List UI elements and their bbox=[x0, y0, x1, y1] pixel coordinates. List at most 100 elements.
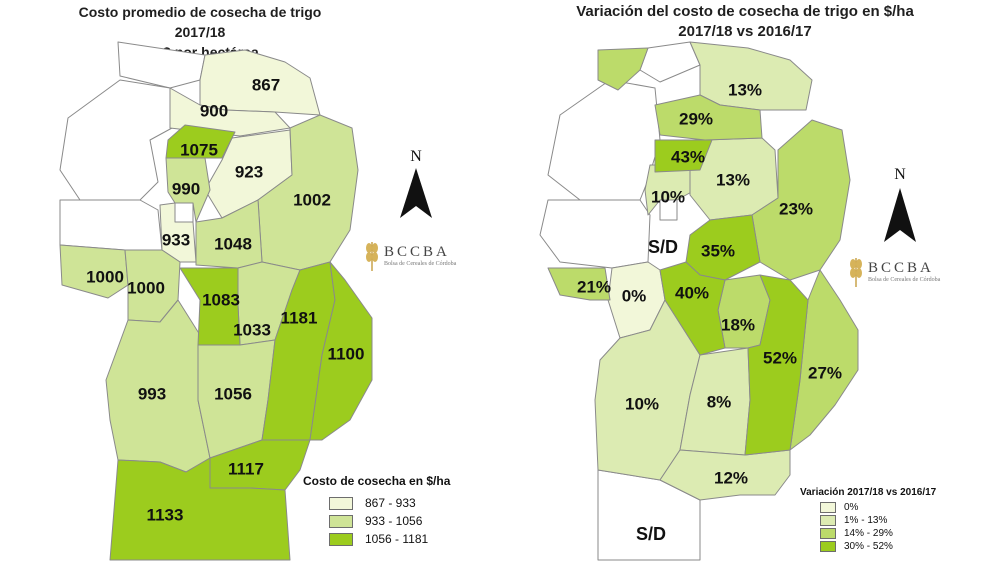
left-label-900: 900 bbox=[200, 101, 228, 120]
right-region-nw-strip bbox=[597, 47, 649, 91]
right-map-title-line1: Variación del costo de cosecha de trigo … bbox=[576, 3, 914, 20]
north-arrow-left: N bbox=[398, 148, 434, 227]
left-region-1100 bbox=[309, 261, 373, 441]
legend-label: 30% - 52% bbox=[844, 541, 893, 552]
right-region-13-north bbox=[689, 41, 813, 111]
legend-swatch bbox=[329, 532, 353, 546]
right-label-43: 43% bbox=[671, 147, 705, 166]
left-region-nw-3 bbox=[59, 199, 163, 251]
right-label-52: 52% bbox=[763, 348, 797, 367]
right-region-52 bbox=[744, 274, 809, 456]
logo-subtitle: Bolsa de Cereales de Córdoba bbox=[868, 276, 941, 283]
left-label-1181: 1181 bbox=[281, 308, 318, 327]
left-label-1002: 1002 bbox=[293, 190, 331, 209]
right-label-21: 21% bbox=[577, 277, 611, 296]
right-map-title-line2: 2017/18 vs 2016/17 bbox=[678, 23, 812, 40]
legend-label: 1% - 13% bbox=[844, 515, 888, 526]
right-label-13-north: 13% bbox=[728, 80, 762, 99]
wheat-icon bbox=[850, 258, 862, 287]
left-label-993: 993 bbox=[138, 384, 166, 403]
right-map-title: Variación del costo de cosecha de trigo … bbox=[560, 2, 930, 42]
left-label-1083: 1083 bbox=[202, 290, 240, 309]
right-label-sd-1: S/D bbox=[648, 237, 678, 257]
left-region-nw-1 bbox=[117, 41, 206, 89]
north-arrow-icon: N bbox=[400, 148, 432, 218]
left-label-1048: 1048 bbox=[214, 234, 252, 253]
right-legend-item: 30% - 52% bbox=[820, 540, 936, 553]
logo-name: BCCBA bbox=[384, 243, 450, 260]
left-label-1000a: 1000 bbox=[86, 267, 124, 286]
legend-label: 867 - 933 bbox=[365, 496, 416, 510]
left-label-1117: 1117 bbox=[228, 459, 264, 478]
right-label-8: 8% bbox=[707, 392, 732, 411]
right-legend-item: 1% - 13% bbox=[820, 514, 936, 527]
right-label-13-mid: 13% bbox=[716, 170, 750, 189]
left-region-1083 bbox=[179, 267, 241, 346]
right-variation-map: 13% 29% 43% 10% 13% 23% S/D 35% 21% 0% 4… bbox=[539, 41, 859, 561]
legend-swatch bbox=[820, 528, 836, 539]
right-region-40 bbox=[659, 261, 726, 356]
left-legend-item: 1056 - 1181 bbox=[329, 530, 450, 548]
right-legend-item: 14% - 29% bbox=[820, 527, 936, 540]
left-label-1075: 1075 bbox=[180, 140, 218, 159]
left-region-990 bbox=[165, 157, 211, 223]
left-region-867 bbox=[199, 49, 321, 116]
right-label-35: 35% bbox=[701, 241, 735, 260]
north-label-right: N bbox=[894, 166, 906, 183]
right-legend: Variación 2017/18 vs 2016/17 0% 1% - 13%… bbox=[800, 487, 936, 553]
bccba-logo-right: BCCBA Bolsa de Cereales de Córdoba bbox=[848, 254, 940, 288]
legend-swatch bbox=[820, 515, 836, 526]
right-region-nw-1 bbox=[639, 41, 701, 83]
left-label-867: 867 bbox=[252, 75, 280, 94]
legend-swatch bbox=[329, 514, 353, 528]
left-label-1033: 1033 bbox=[233, 320, 271, 339]
left-label-990: 990 bbox=[172, 179, 200, 198]
left-map-title-line1: Costo promedio de cosecha de trigo 2017/… bbox=[78, 4, 322, 40]
left-region-1000a bbox=[59, 244, 129, 299]
legend-label: 0% bbox=[844, 502, 859, 513]
right-region-43 bbox=[654, 139, 713, 173]
left-cost-map: 867 900 1075 923 990 1002 933 1048 1000 … bbox=[59, 41, 373, 561]
wheat-icon bbox=[366, 242, 378, 271]
right-label-23: 23% bbox=[779, 199, 813, 218]
legend-swatch bbox=[820, 502, 836, 513]
left-legend-title: Costo de cosecha en $/ha bbox=[303, 474, 451, 488]
left-label-1100: 1100 bbox=[328, 344, 365, 363]
left-legend-item: 933 - 1056 bbox=[329, 512, 450, 530]
right-label-10-north: 10% bbox=[651, 187, 685, 206]
right-region-sd-1 bbox=[539, 199, 651, 269]
legend-swatch bbox=[820, 541, 836, 552]
right-label-18: 18% bbox=[721, 315, 755, 334]
left-label-1056: 1056 bbox=[214, 384, 252, 403]
right-legend-title: Variación 2017/18 vs 2016/17 bbox=[800, 487, 937, 498]
right-legend-item: 0% bbox=[820, 501, 936, 514]
left-legend: Costo de cosecha en $/ha 867 - 933 933 -… bbox=[303, 474, 450, 548]
left-label-933: 933 bbox=[162, 230, 190, 249]
right-label-27: 27% bbox=[808, 363, 842, 382]
legend-label: 1056 - 1181 bbox=[365, 532, 429, 546]
left-label-923: 923 bbox=[235, 162, 263, 181]
right-label-sd-2: S/D bbox=[636, 524, 666, 544]
right-label-10-south: 10% bbox=[625, 394, 659, 413]
legend-label: 933 - 1056 bbox=[365, 514, 423, 528]
left-region-city bbox=[174, 202, 194, 223]
logo-subtitle: Bolsa de Cereales de Córdoba bbox=[384, 260, 457, 267]
right-label-0: 0% bbox=[622, 286, 647, 305]
left-label-1000b: 1000 bbox=[127, 278, 165, 297]
legend-swatch bbox=[329, 496, 353, 510]
right-region-nw-2 bbox=[547, 79, 661, 201]
bccba-logo-left: BCCBA Bolsa de Cereales de Córdoba bbox=[364, 238, 456, 272]
left-region-nw-2 bbox=[59, 79, 173, 201]
left-label-1133: 1133 bbox=[147, 505, 184, 524]
left-legend-item: 867 - 933 bbox=[329, 494, 450, 512]
right-region-21 bbox=[547, 267, 611, 301]
north-arrow-icon: N bbox=[884, 166, 916, 242]
right-region-29 bbox=[654, 94, 763, 141]
left-region-1075 bbox=[165, 124, 236, 159]
left-region-1133 bbox=[109, 457, 291, 561]
legend-label: 14% - 29% bbox=[844, 528, 893, 539]
logo-name: BCCBA bbox=[868, 259, 934, 276]
north-arrow-right: N bbox=[882, 166, 918, 251]
right-label-40: 40% bbox=[675, 283, 709, 302]
